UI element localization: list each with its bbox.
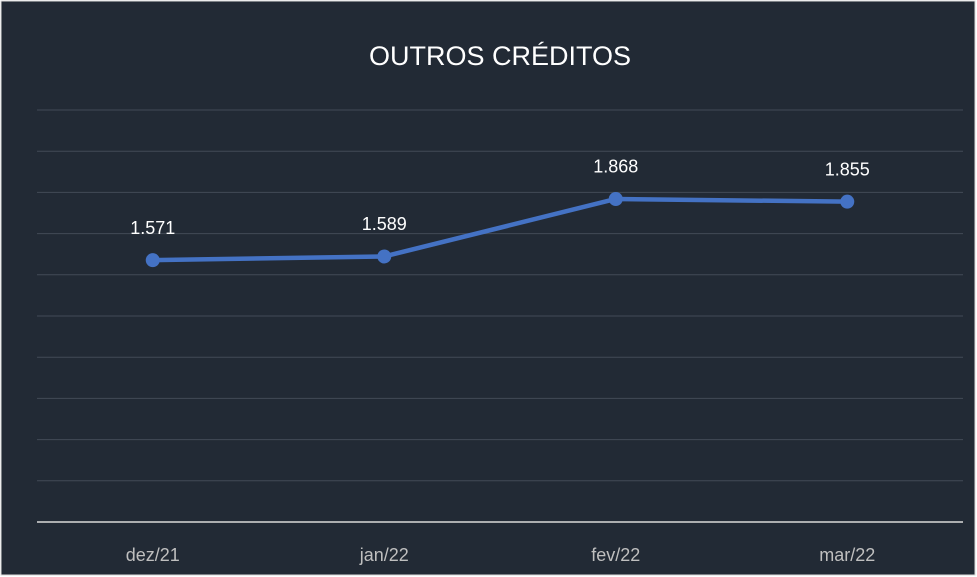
- chart-title: OUTROS CRÉDITOS: [369, 41, 631, 71]
- data-label: 1.589: [362, 214, 407, 234]
- point: [145, 253, 160, 268]
- x-tick-label: jan/22: [359, 545, 409, 565]
- x-tick-label: mar/22: [819, 545, 875, 565]
- data-label: 1.855: [825, 159, 870, 179]
- point: [840, 194, 855, 209]
- data-label: 1.571: [130, 218, 175, 238]
- point: [608, 191, 623, 206]
- x-tick-label: dez/21: [126, 545, 180, 565]
- line: [152, 196, 848, 263]
- x-tick-label: fev/22: [591, 545, 640, 565]
- data-label: 1.868: [593, 157, 638, 177]
- point: [377, 249, 392, 264]
